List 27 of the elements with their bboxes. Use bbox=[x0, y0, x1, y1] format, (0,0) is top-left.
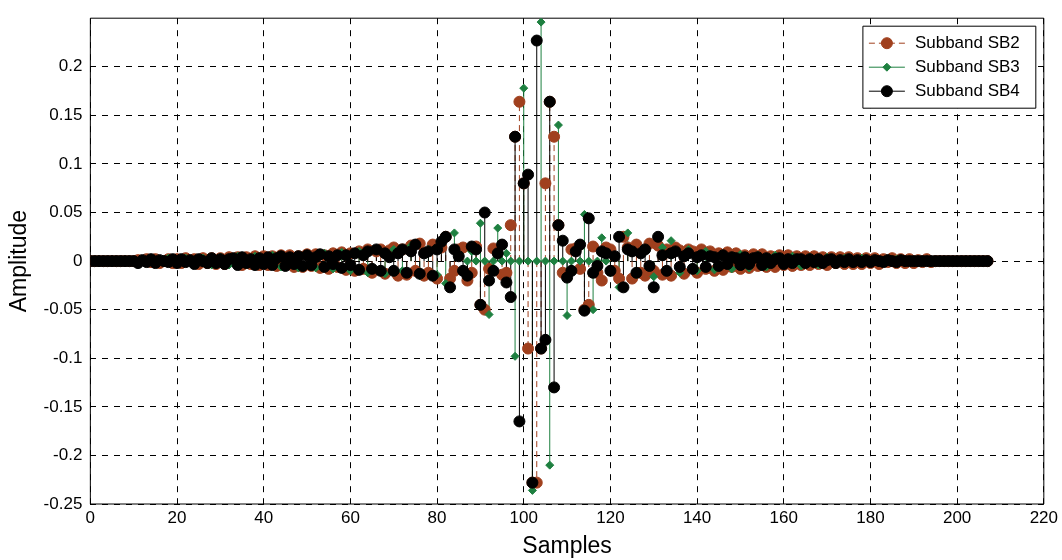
x-tick-label: 160 bbox=[769, 507, 798, 527]
y-tick-label: -0.2 bbox=[53, 445, 83, 465]
x-tick-label: 200 bbox=[942, 507, 972, 527]
x-tick-label: 100 bbox=[509, 507, 538, 527]
x-tick-label: 80 bbox=[427, 507, 447, 527]
x-axis-title: Samples bbox=[522, 531, 612, 558]
y-tick-label: 0.2 bbox=[58, 56, 83, 76]
y-tick-label: 0.1 bbox=[58, 153, 83, 173]
x-tick-label: 0 bbox=[85, 507, 96, 527]
y-tick-label: 0.05 bbox=[49, 202, 83, 222]
y-tick-label: -0.1 bbox=[53, 347, 83, 367]
y-tick-label: 0 bbox=[72, 250, 83, 270]
y-tick-label: -0.25 bbox=[43, 493, 83, 513]
legend-label: Subband SB4 bbox=[914, 80, 1020, 100]
x-tick-label: 20 bbox=[167, 507, 187, 527]
legend-label: Subband SB2 bbox=[914, 32, 1020, 52]
x-tick-label: 180 bbox=[856, 507, 885, 527]
y-tick-label: 0.15 bbox=[49, 105, 83, 125]
y-tick-label: -0.15 bbox=[43, 396, 83, 416]
x-tick-label: 140 bbox=[682, 507, 712, 527]
x-tick-label: 120 bbox=[596, 507, 625, 527]
x-tick-label: 60 bbox=[340, 507, 360, 527]
x-tick-label: 220 bbox=[1029, 507, 1059, 527]
y-axis-title: Amplitude bbox=[5, 209, 32, 313]
x-tick-label: 40 bbox=[254, 507, 274, 527]
y-tick-label: -0.05 bbox=[43, 299, 83, 319]
legend-label: Subband SB3 bbox=[914, 56, 1020, 76]
